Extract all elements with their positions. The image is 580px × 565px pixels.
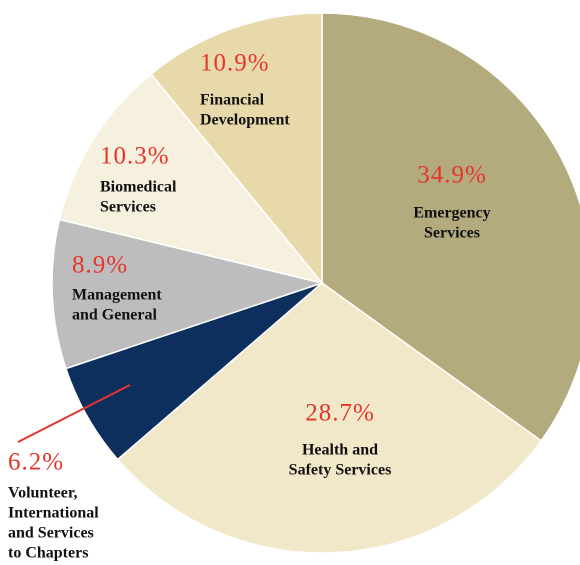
value-label: 28.7%	[305, 400, 375, 427]
slice-label: to Chapters	[8, 545, 88, 562]
pie-slice	[150, 12, 323, 286]
pie-slice	[116, 282, 543, 554]
value-label: 10.9%	[200, 50, 270, 77]
slice-label: Development	[200, 112, 290, 129]
value-label: 6.2%	[8, 449, 64, 476]
slice-label: Management	[72, 287, 162, 304]
slice-label: Safety Services	[289, 462, 392, 479]
value-label: 34.9%	[417, 162, 487, 189]
slice-label: Biomedical	[100, 179, 177, 196]
slice-label: Emergency	[413, 205, 490, 222]
callout-line	[17, 384, 131, 443]
slice-label: International	[8, 505, 99, 522]
pie-slice	[321, 12, 580, 442]
slice-label: and General	[72, 307, 157, 324]
slice-label: Health and	[302, 442, 378, 459]
pie-slice	[51, 218, 325, 370]
slice-label: Services	[100, 199, 156, 216]
value-label: 10.3%	[100, 143, 170, 170]
slice-label: Volunteer,	[8, 485, 78, 502]
pie-slice	[58, 72, 324, 285]
slice-label: Services	[424, 225, 480, 242]
slice-label: Financial	[200, 92, 265, 109]
slice-label: and Services	[8, 525, 94, 542]
value-label: 8.9%	[72, 252, 128, 279]
